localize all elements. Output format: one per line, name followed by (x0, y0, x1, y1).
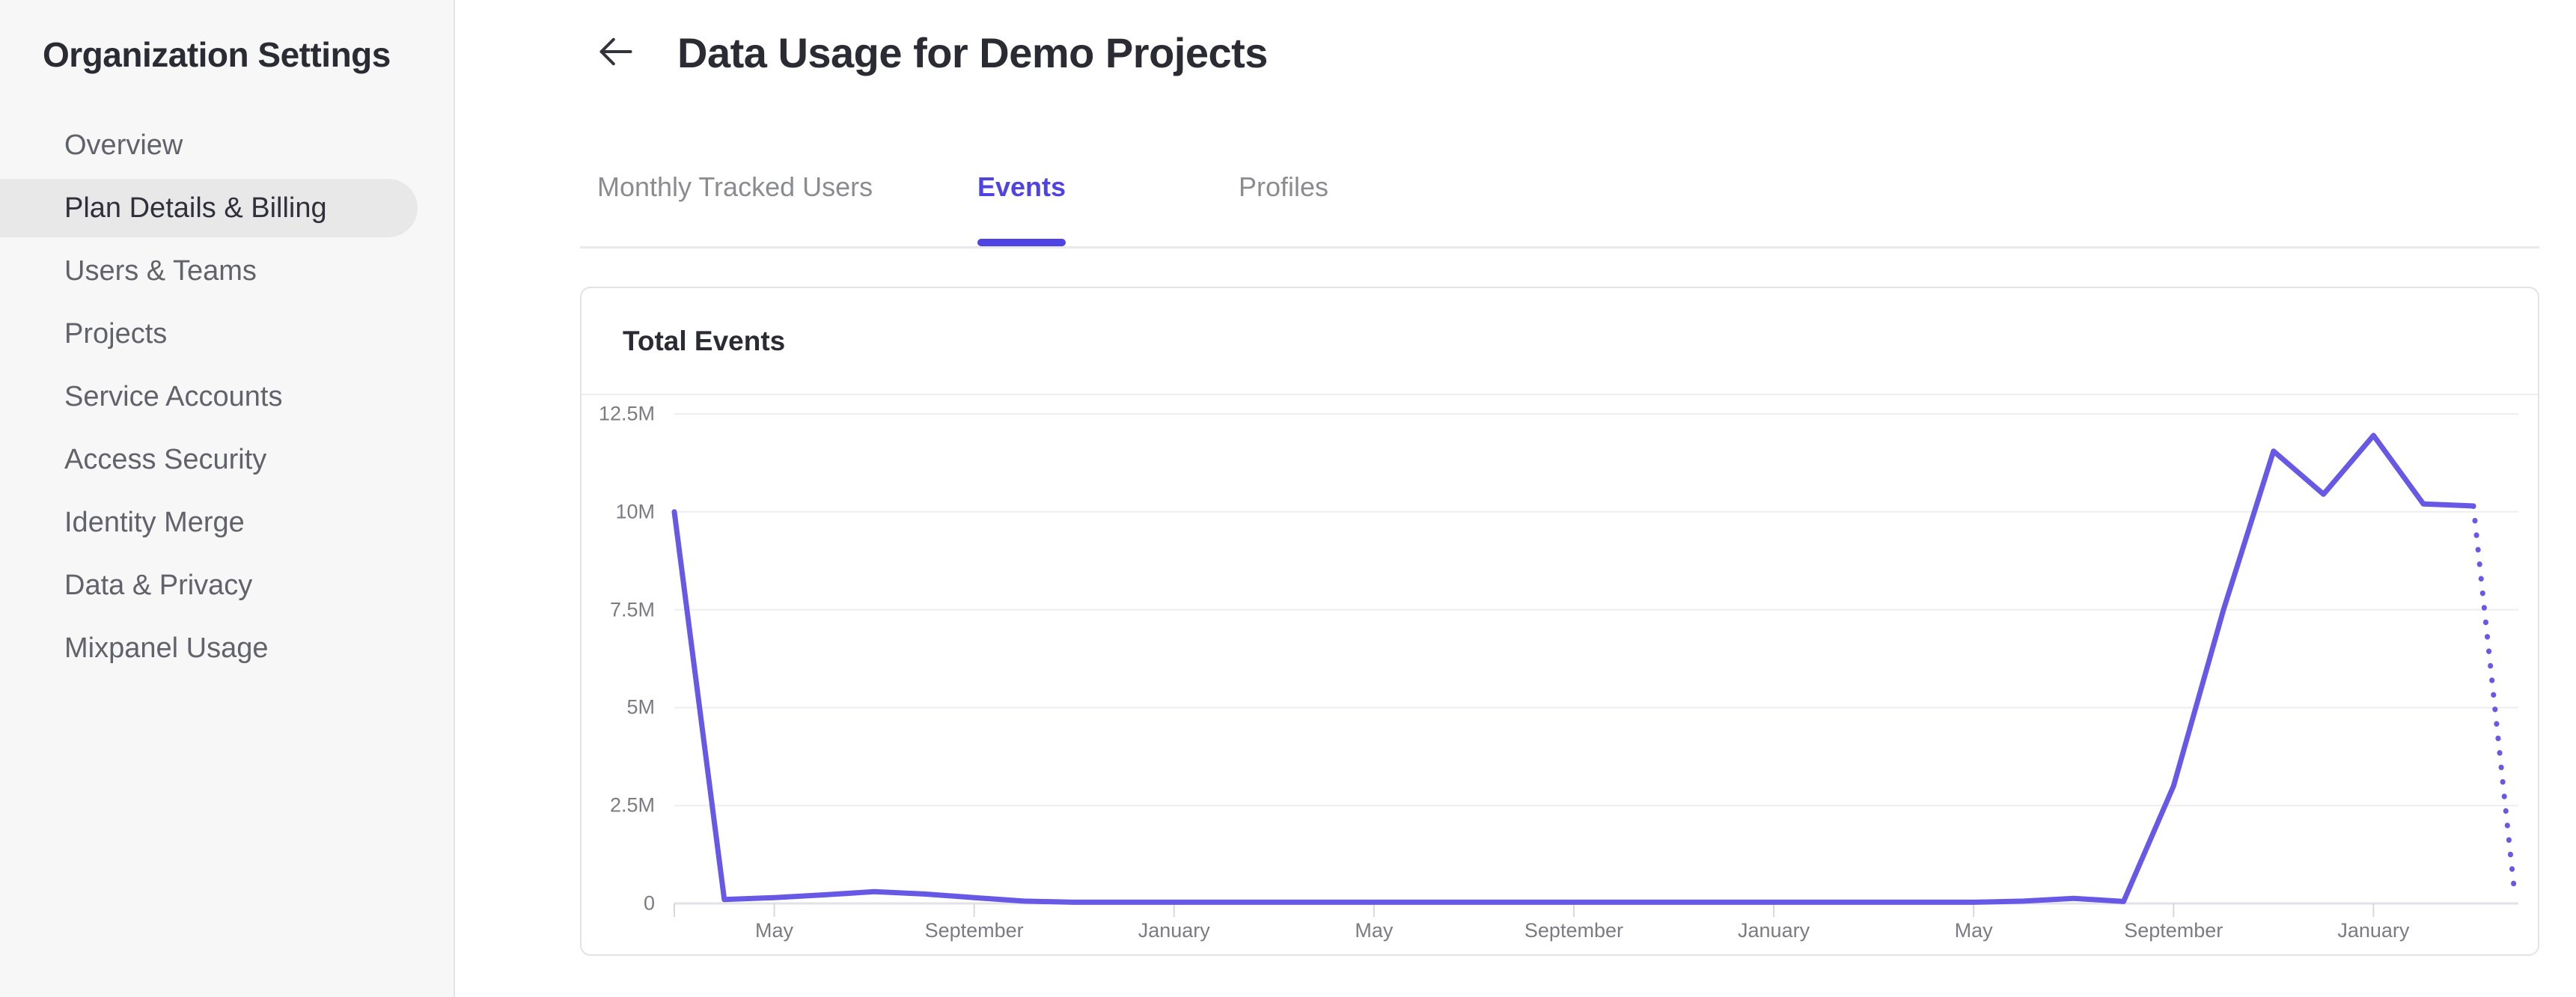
tab-profiles[interactable]: Profiles (1239, 171, 1328, 246)
main-content: Data Usage for Demo Projects Monthly Tra… (580, 0, 2539, 956)
tab-monthly-tracked-users[interactable]: Monthly Tracked Users (597, 171, 873, 246)
y-axis-tick-label: 12.5M (598, 402, 655, 425)
y-axis-tick-label: 7.5M (609, 598, 655, 621)
sidebar-item-users-teams[interactable]: Users & Teams (0, 240, 454, 302)
sidebar-item-label: Mixpanel Usage (64, 632, 269, 664)
x-axis-tick-label: January (1738, 919, 1810, 942)
sidebar-item-label: Plan Details & Billing (64, 192, 327, 224)
sidebar-item-label: Overview (64, 129, 183, 161)
page-header: Data Usage for Demo Projects (580, 0, 2539, 105)
card-header: Total Events (582, 288, 2538, 395)
tabs: Monthly Tracked Users Events Profiles (580, 105, 2539, 249)
x-axis-tick-label: May (755, 919, 794, 942)
total-events-projection-dotted-line (2470, 503, 2518, 898)
sidebar-item-label: Service Accounts (64, 380, 283, 412)
y-axis-tick-label: 2.5M (609, 793, 655, 817)
sidebar-item-label: Access Security (64, 443, 267, 475)
chart-canvas (671, 413, 2518, 917)
tab-events[interactable]: Events (977, 171, 1066, 246)
sidebar-item-data-privacy[interactable]: Data & Privacy (0, 554, 454, 617)
tab-label: Events (977, 171, 1066, 202)
sidebar-title: Organization Settings (43, 35, 391, 74)
sidebar-item-overview[interactable]: Overview (0, 114, 454, 177)
sidebar-nav: Overview Plan Details & Billing Users & Te… (0, 114, 454, 680)
x-axis-tick-label: September (924, 919, 1024, 942)
arrow-left-icon (596, 32, 635, 73)
sidebar-item-service-accounts[interactable]: Service Accounts (0, 365, 454, 428)
tab-label: Profiles (1239, 171, 1329, 202)
x-axis-tick-label: January (2337, 919, 2410, 942)
card-title: Total Events (623, 325, 786, 356)
y-axis-tick-label: 10M (615, 500, 655, 523)
page-title: Data Usage for Demo Projects (677, 28, 1268, 76)
sidebar-item-label: Identity Merge (64, 506, 245, 538)
x-axis-tick-label: May (1355, 919, 1394, 942)
main-panel: Data Usage for Demo Projects Monthly Tra… (455, 0, 2576, 997)
x-axis-tick-label: May (1954, 919, 1993, 942)
x-axis-tick-label: September (1524, 919, 1623, 942)
active-tab-underline (977, 239, 1066, 246)
total-events-card: Total Events 12.5M 10M 7.5M 5M 2.5M 0 May Septe… (580, 287, 2539, 956)
sidebar: Organization Settings Overview Plan Detai… (0, 0, 455, 997)
sidebar-selected-pill (0, 179, 418, 237)
sidebar-item-label: Data & Privacy (64, 569, 253, 601)
sidebar-selected-pill (0, 305, 418, 363)
tab-label: Monthly Tracked Users (597, 171, 873, 202)
total-events-line (671, 433, 2476, 905)
x-axis-tick-label: January (1138, 919, 1210, 942)
sidebar-item-access-security[interactable]: Access Security (0, 428, 454, 491)
sidebar-item-projects[interactable]: Projects (0, 302, 454, 365)
x-axis-tick-label: September (2124, 919, 2224, 942)
sidebar-item-plan-details-billing[interactable]: Plan Details & Billing (0, 177, 454, 240)
sidebar-item-mixpanel-usage[interactable]: Mixpanel Usage (0, 617, 454, 680)
sidebar-item-label: Projects (64, 317, 168, 350)
sidebar-item-identity-merge[interactable]: Identity Merge (0, 491, 454, 554)
back-button[interactable] (592, 28, 640, 76)
sidebar-item-label: Users & Teams (64, 254, 257, 287)
y-axis-tick-label: 0 (643, 891, 655, 915)
total-events-chart[interactable]: 12.5M 10M 7.5M 5M 2.5M 0 May September January Ma… (582, 395, 2538, 953)
sidebar-selected-pill (0, 116, 418, 174)
y-axis-tick-label: 5M (626, 695, 655, 719)
